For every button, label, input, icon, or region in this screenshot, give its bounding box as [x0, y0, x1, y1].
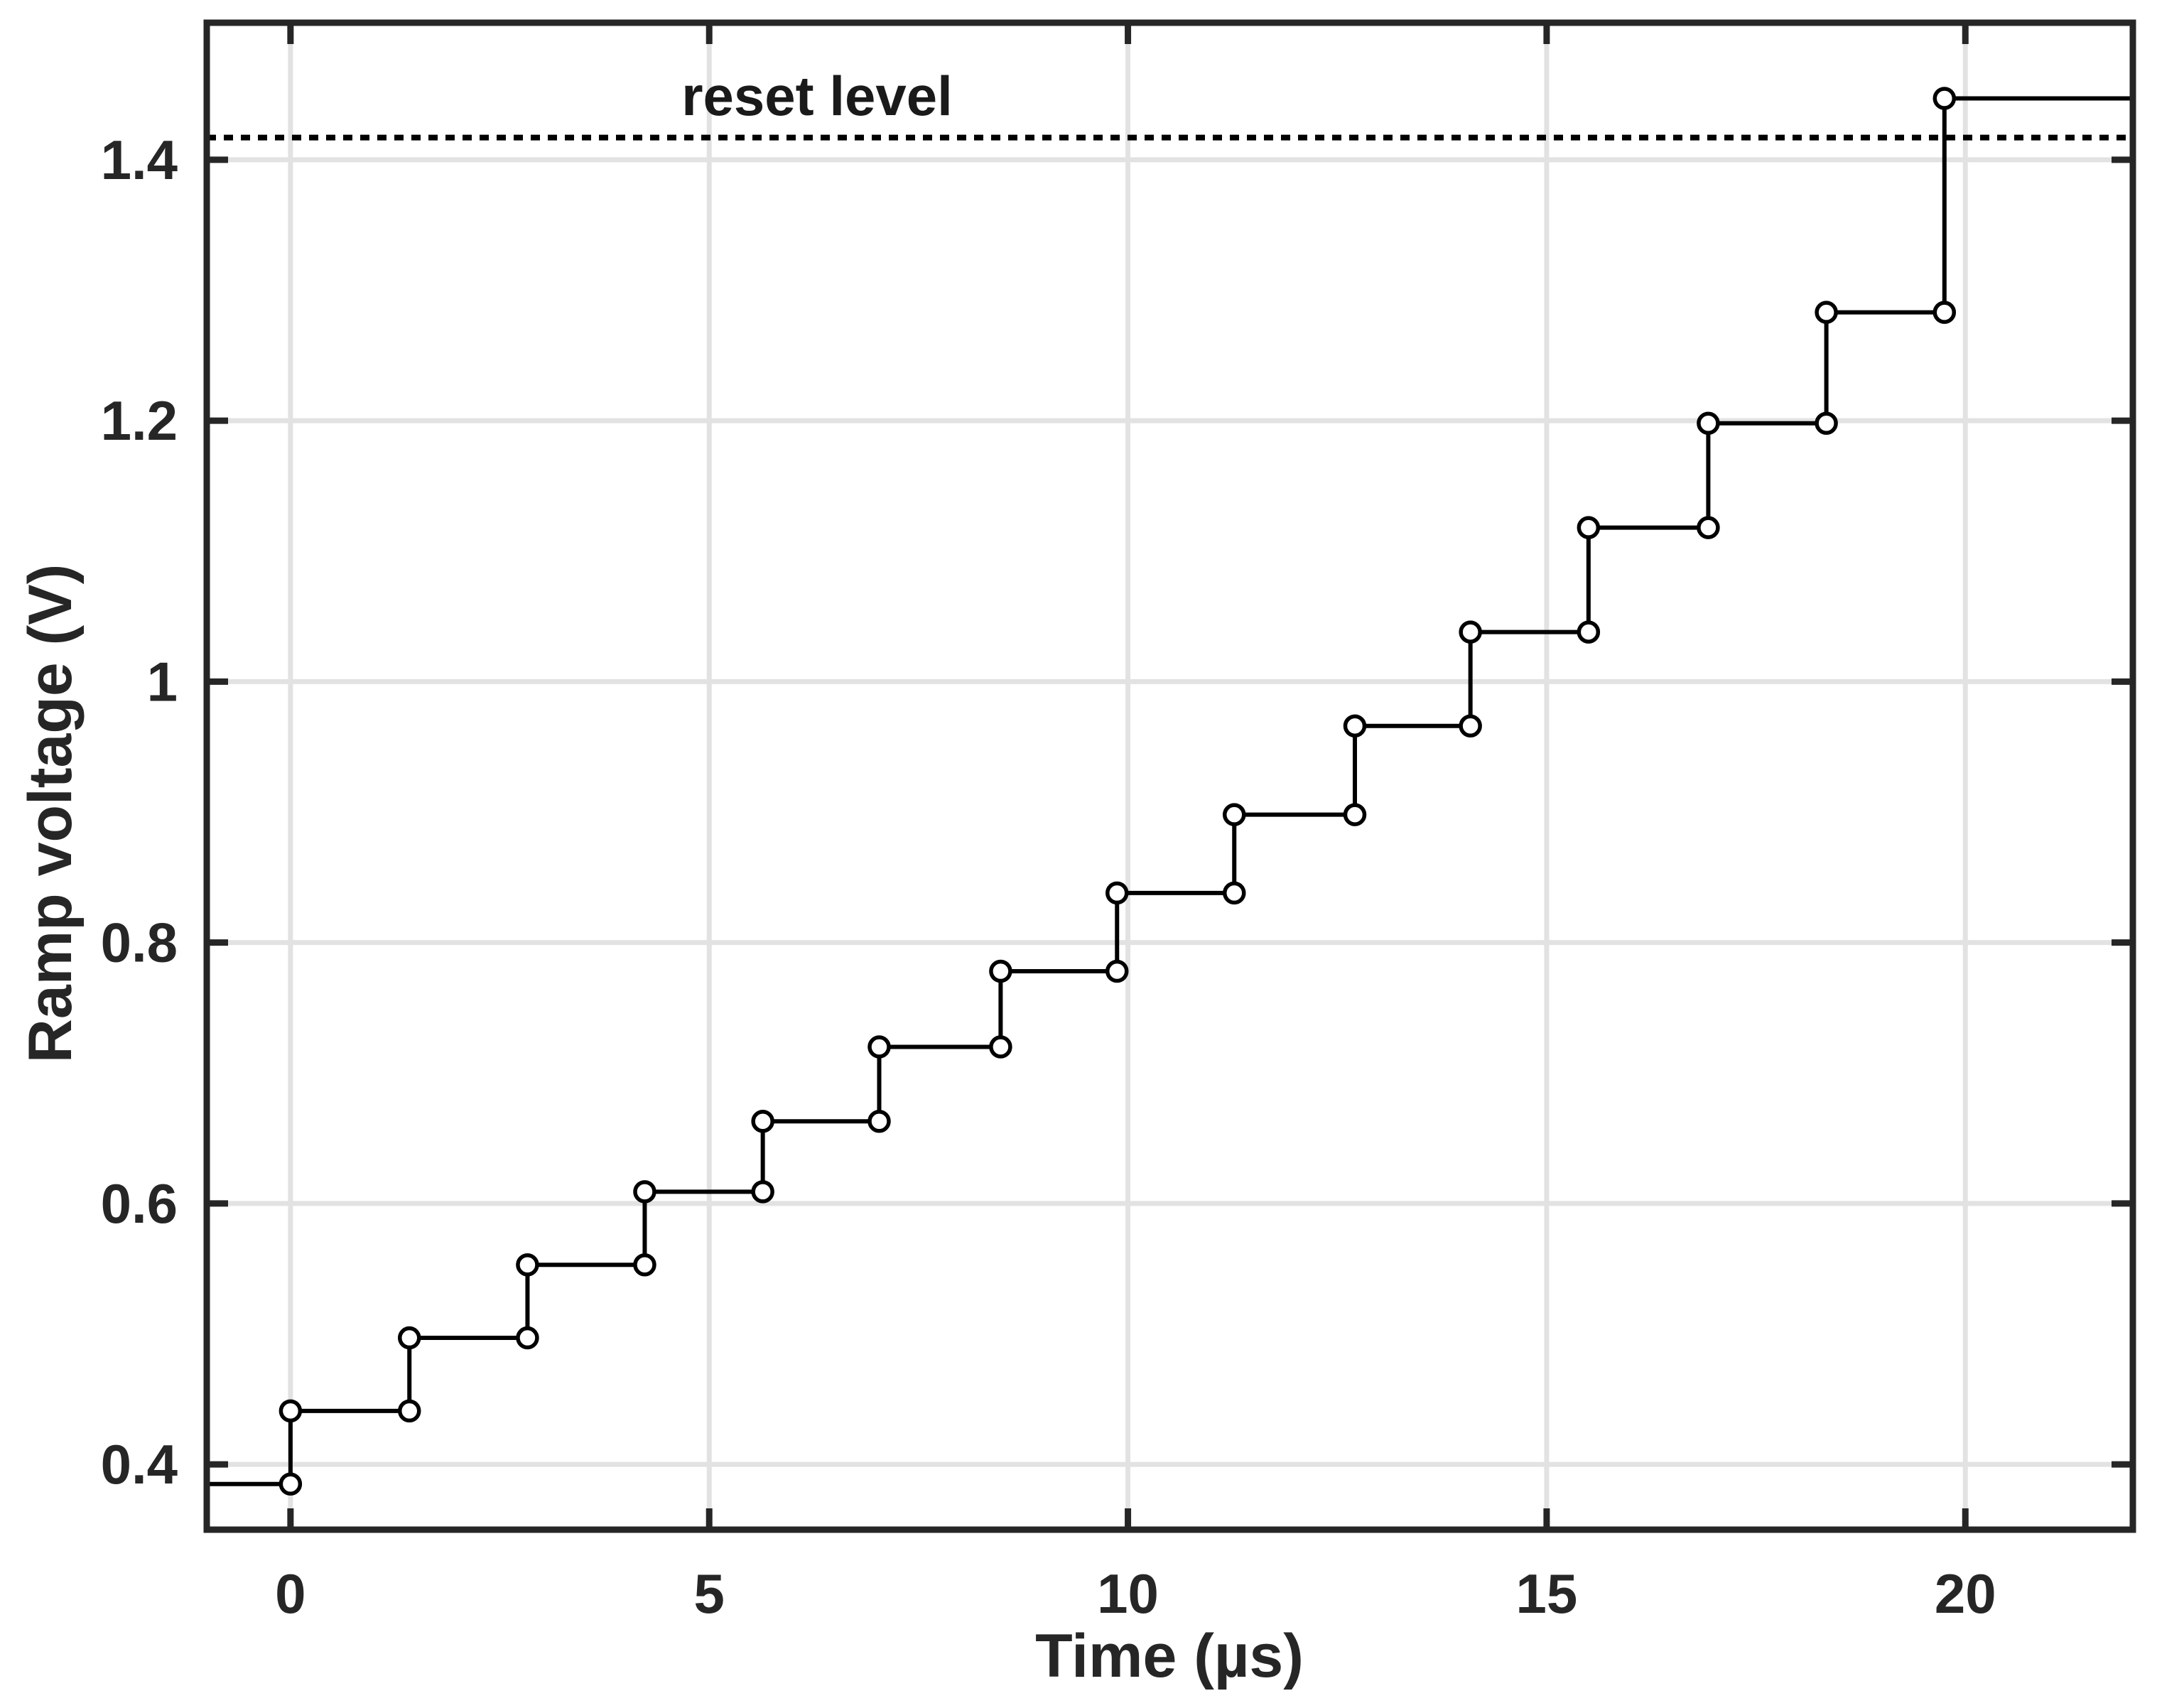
data-point-marker: [516, 1253, 539, 1277]
x-tick-label: 20: [1935, 1562, 1996, 1625]
data-point-marker: [633, 1180, 656, 1204]
x-tick-label: 10: [1097, 1562, 1159, 1625]
staircase-path: [207, 96, 2133, 1486]
y-tick-label: 0.8: [101, 912, 178, 974]
data-point-marker: [1932, 87, 1957, 110]
data-point-marker: [1459, 620, 1482, 644]
x-axis-label: Time (µs): [1035, 1622, 1304, 1690]
y-tick-label: 1.4: [101, 129, 178, 191]
tick-labels: 0 5 10 15 20 0.4 0.6 0.8 1 1.2 1.4: [101, 129, 1996, 1625]
data-point-marker: [751, 1109, 774, 1133]
data-point-marker: [867, 1109, 891, 1133]
data-point-marker: [1105, 959, 1129, 983]
data-point-marker: [1223, 881, 1246, 905]
y-axis-label: Ramp voltage (V): [16, 564, 85, 1063]
data-point-marker: [1697, 411, 1720, 436]
data-point-marker: [989, 1035, 1012, 1059]
data-point-marker: [867, 1035, 891, 1059]
y-tick-label: 1.2: [101, 389, 178, 452]
axis-ticks: [207, 23, 2133, 1530]
data-point-marker: [1932, 301, 1957, 324]
x-tick-label: 15: [1516, 1562, 1578, 1625]
data-point-marker: [1815, 411, 1838, 436]
y-tick-label: 0.6: [101, 1172, 178, 1235]
ramp-staircase-line: [207, 96, 2133, 1486]
data-point-marker: [1577, 516, 1601, 539]
x-tick-label: 0: [275, 1562, 306, 1625]
data-point-marker: [1343, 803, 1367, 826]
data-point-marker: [1577, 620, 1601, 644]
data-point-marker: [1223, 803, 1246, 826]
data-point-marker: [279, 1399, 303, 1423]
data-point-marker: [1343, 714, 1367, 738]
x-tick-label: 5: [694, 1562, 725, 1625]
data-point-markers: [279, 87, 1957, 1496]
data-point-marker: [633, 1253, 656, 1277]
data-point-marker: [397, 1326, 421, 1350]
plot-frame: [203, 19, 2136, 1533]
y-tick-label: 1: [147, 650, 178, 713]
data-point-marker: [1697, 516, 1720, 539]
data-point-marker: [989, 959, 1012, 983]
axes-box: [203, 19, 2136, 1533]
data-point-marker: [1105, 881, 1129, 905]
data-point-marker: [397, 1399, 421, 1423]
gridlines: [207, 23, 2133, 1530]
data-point-marker: [279, 1472, 303, 1496]
data-point-marker: [516, 1326, 539, 1350]
data-point-marker: [1459, 714, 1482, 738]
reset-level-annotation: reset level: [681, 65, 953, 127]
data-point-marker: [1815, 301, 1838, 324]
y-tick-label: 0.4: [101, 1433, 178, 1496]
data-point-marker: [751, 1180, 774, 1204]
